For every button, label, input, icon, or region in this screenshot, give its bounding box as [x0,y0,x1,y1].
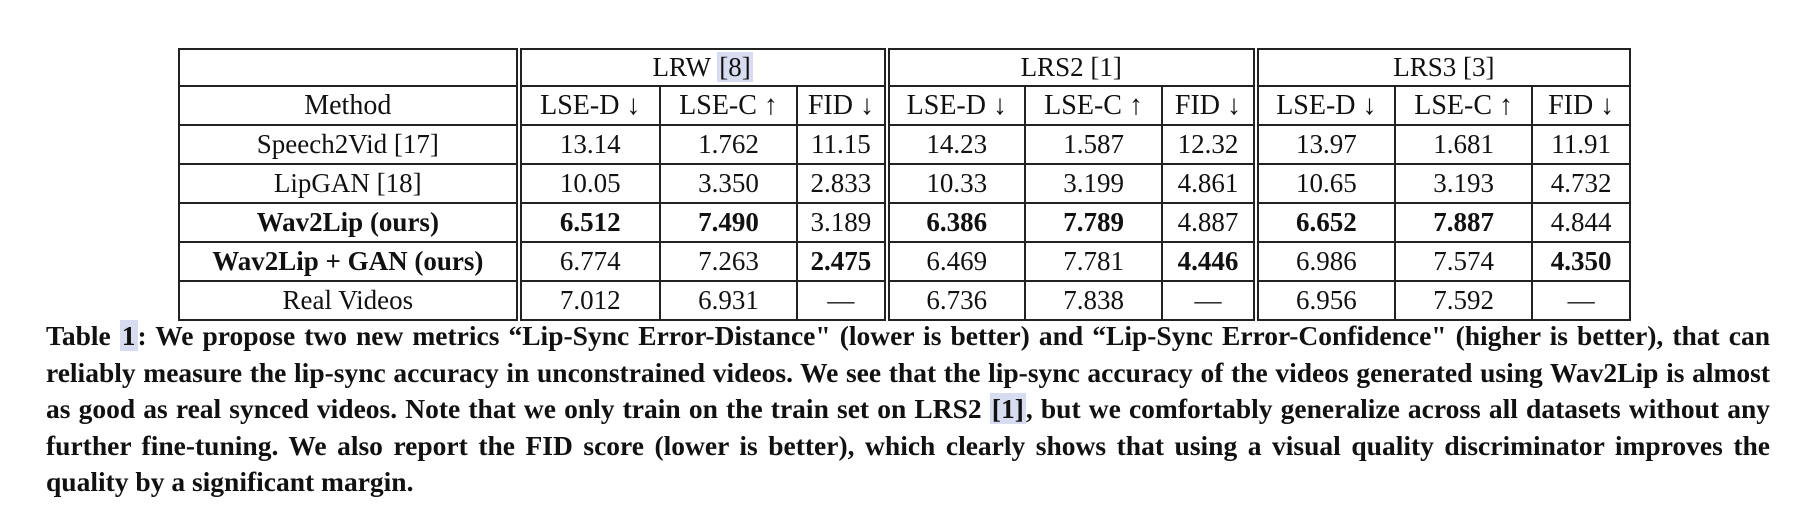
method-cell: Wav2Lip + GAN (ours) [178,241,520,282]
metric-header-lse-d: LSE-D ↓ [883,85,1026,126]
value-cell: 12.32 [1161,124,1257,165]
dataset-citation: [3] [1463,52,1495,82]
dataset-citation[interactable]: [8] [717,52,753,82]
table-row: LipGAN [18] 10.05 3.350 2.833 10.33 3.199 4.86… [178,163,1631,204]
dataset-name: LRS3 [1393,52,1457,82]
value-cell: 4.844 [1531,202,1631,243]
table-row: Real Videos 7.012 6.931—6.736 7.838—6.956 7.… [178,280,1631,321]
value-cell: 4.732 [1531,163,1631,204]
method-cell: Speech2Vid [17] [178,124,520,165]
metric-header-fid: FID ↓ [1161,85,1257,126]
value-cell: 6.652 [1252,202,1397,243]
value-cell: 7.263 [658,241,799,282]
value-cell: 6.774 [515,241,661,282]
value-cell: 3.199 [1023,163,1164,204]
value-cell: 6.931 [658,280,799,321]
value-cell: 7.574 [1394,241,1534,282]
value-cell: 4.887 [1161,202,1257,243]
value-cell: 7.592 [1394,280,1534,321]
value-cell: 7.887 [1394,202,1534,243]
value-cell: — [1531,280,1631,321]
metric-header-fid: FID ↓ [796,85,888,126]
value-cell: 7.789 [1023,202,1164,243]
dataset-citation: [1] [1090,52,1122,82]
value-cell: 2.475 [796,241,888,282]
empty-corner-cell [178,48,520,87]
value-cell: — [796,280,888,321]
value-cell: 4.861 [1161,163,1257,204]
value-cell: 6.986 [1252,241,1397,282]
dataset-header-lrs3: LRS3 [3] [1252,48,1632,87]
dataset-name: LRS2 [1020,52,1084,82]
value-cell: 3.189 [796,202,888,243]
caption-citation[interactable]: [1] [989,393,1026,424]
value-cell: 1.681 [1394,124,1534,165]
value-cell: 1.762 [658,124,799,165]
value-cell: 7.490 [658,202,799,243]
metric-header-row: Method LSE-D ↓ LSE-C ↑ FID ↓ LSE-D ↓ LSE… [178,85,1631,126]
caption-table-number[interactable]: 1 [119,320,138,351]
value-cell: 6.512 [515,202,661,243]
value-cell: 10.05 [515,163,661,204]
value-cell: — [1161,280,1257,321]
value-cell: 13.14 [515,124,661,165]
value-cell: 7.781 [1023,241,1164,282]
value-cell: 1.587 [1023,124,1164,165]
table-caption: Table 1: We propose two new metrics “Lip… [46,318,1770,501]
table-row: Wav2Lip + GAN (ours) 6.774 7.263 2.475 6.469… [178,241,1631,282]
results-table: LRW [8] LRS2 [1] LRS3 [3] Method LSE-D ↓… [178,48,1632,321]
value-cell: 13.97 [1252,124,1397,165]
dataset-header-row: LRW [8] LRS2 [1] LRS3 [3] [178,48,1632,87]
value-cell: 2.833 [796,163,888,204]
dataset-header-lrw: LRW [8] [515,48,888,87]
dataset-header-lrs2: LRS2 [1] [883,48,1257,87]
value-cell: 14.23 [883,124,1026,165]
table-row: Wav2Lip (ours) 6.512 7.490 3.189 6.386 7.789 4… [178,202,1631,243]
value-cell: 11.91 [1531,124,1631,165]
value-cell: 4.446 [1161,241,1257,282]
caption-label: Table [46,320,111,351]
method-cell: LipGAN [18] [178,163,520,204]
metric-header-fid: FID ↓ [1531,85,1631,126]
value-cell: 7.838 [1023,280,1164,321]
metric-header-lse-c: LSE-C ↑ [1394,85,1534,126]
value-cell: 10.33 [883,163,1026,204]
caption-text-part2: , but we comfortably generalize across a… [46,393,1770,497]
method-header: Method [178,85,520,126]
method-cell: Real Videos [178,280,520,321]
metric-header-lse-c: LSE-C ↑ [658,85,799,126]
value-cell: 11.15 [796,124,888,165]
caption-text-part1: : We propose two new metrics “Lip-Sync E… [46,320,1770,424]
metric-header-lse-d: LSE-D ↓ [515,85,661,126]
value-cell: 3.350 [658,163,799,204]
method-cell: Wav2Lip (ours) [178,202,520,243]
value-cell: 3.193 [1394,163,1534,204]
results-body: Speech2Vid [17] 13.14 1.762 11.15 14.23 1.587… [178,124,1631,321]
table-row: Speech2Vid [17] 13.14 1.762 11.15 14.23 1.587… [178,124,1631,165]
value-cell: 6.386 [883,202,1026,243]
metric-header-lse-c: LSE-C ↑ [1023,85,1164,126]
value-cell: 4.350 [1531,241,1631,282]
value-cell: 10.65 [1252,163,1397,204]
value-cell: 6.956 [1252,280,1397,321]
value-cell: 6.469 [883,241,1026,282]
value-cell: 7.012 [515,280,661,321]
value-cell: 6.736 [883,280,1026,321]
metric-header-lse-d: LSE-D ↓ [1252,85,1397,126]
dataset-name: LRW [652,52,711,82]
